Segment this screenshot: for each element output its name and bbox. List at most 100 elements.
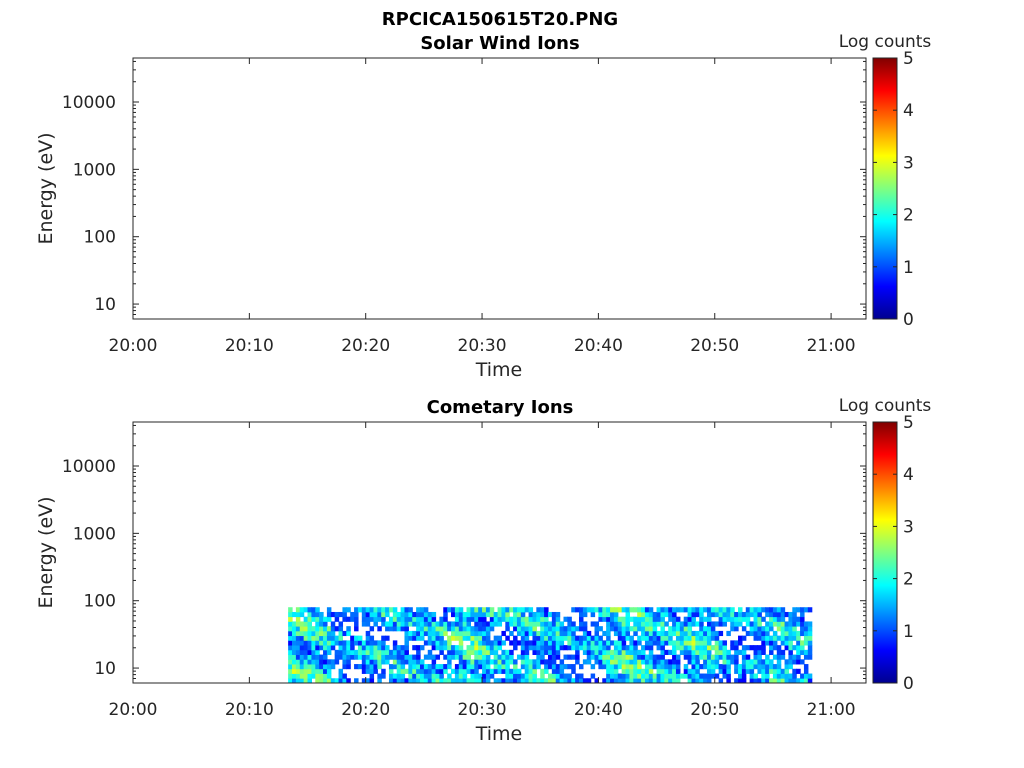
heatmap-cell (761, 668, 766, 674)
heatmap-cell (419, 630, 425, 637)
heatmap-cell (738, 616, 743, 622)
heatmap-cell (598, 635, 603, 641)
heatmap-cell (458, 668, 464, 674)
heatmap-cell (540, 668, 545, 674)
heatmap-cell (621, 621, 627, 627)
heatmap-cell (695, 645, 700, 651)
heatmap-cell (458, 607, 464, 613)
heatmap-cell (738, 607, 743, 613)
heatmap-cell (524, 630, 530, 637)
heatmap-cell (408, 673, 413, 679)
heatmap-cell (625, 616, 631, 622)
heatmap-cell (598, 640, 603, 646)
heatmap-cell (710, 611, 716, 618)
heatmap-cell (644, 611, 650, 618)
heatmap-cell (435, 645, 440, 651)
heatmap-cell (753, 621, 759, 627)
heatmap-cell (687, 678, 693, 684)
heatmap-cell (462, 611, 468, 618)
heatmap-cell (780, 621, 786, 627)
heatmap-cell (730, 621, 735, 627)
heatmap-cell (691, 645, 696, 651)
heatmap-cell (757, 664, 762, 670)
heatmap-cell (307, 668, 312, 674)
heatmap-cell (675, 630, 681, 637)
heatmap-cell (303, 626, 309, 632)
heatmap-cell (485, 621, 491, 627)
heatmap-cell (637, 616, 642, 622)
heatmap-cell (594, 626, 599, 632)
heatmap-cell (474, 649, 479, 655)
heatmap-cell (516, 626, 522, 632)
heatmap-cell (470, 649, 475, 655)
heatmap-cell (381, 649, 386, 655)
heatmap-cell (621, 659, 627, 665)
y-tick-label: 10 (94, 659, 116, 679)
heatmap-cell (447, 654, 452, 660)
heatmap-cell (307, 654, 312, 660)
heatmap-cell (582, 678, 588, 684)
heatmap-cell (400, 626, 406, 632)
heatmap-cell (493, 664, 499, 670)
heatmap-cell (377, 678, 382, 684)
heatmap-cell (427, 616, 433, 622)
heatmap-cell (718, 611, 724, 618)
heatmap-cell (641, 621, 646, 627)
heatmap-cell (555, 673, 561, 679)
heatmap-cell (540, 626, 545, 632)
heatmap-cell (458, 654, 464, 660)
heatmap-cell (528, 668, 534, 674)
heatmap-cell (637, 607, 642, 613)
heatmap-cell (412, 621, 417, 627)
heatmap-cell (474, 621, 479, 627)
heatmap-cell (404, 635, 409, 641)
heatmap-cell (357, 607, 363, 613)
heatmap-cell (641, 630, 646, 637)
heatmap-cell (338, 630, 344, 637)
heatmap-cell (292, 654, 297, 660)
heatmap-cell (644, 616, 650, 622)
heatmap-cell (311, 616, 316, 622)
x-tick-label: 20:30 (458, 336, 507, 356)
heatmap-cell (505, 673, 510, 679)
heatmap-cell (462, 659, 468, 665)
heatmap-cell (303, 635, 309, 641)
heatmap-cell (761, 616, 766, 622)
heatmap-cell (466, 649, 472, 655)
heatmap-cell (664, 611, 669, 618)
heatmap-cell (586, 678, 592, 684)
heatmap-cell (803, 607, 809, 613)
heatmap-cell (761, 678, 766, 684)
heatmap-cell (741, 654, 747, 660)
heatmap-cell (602, 630, 607, 637)
heatmap-cell (493, 621, 499, 627)
heatmap-cell (776, 668, 782, 674)
heatmap-cell (683, 607, 689, 613)
heatmap-cell (478, 649, 483, 655)
heatmap-cell (757, 607, 762, 613)
heatmap-cell (582, 630, 588, 637)
heatmap-cell (772, 630, 778, 637)
heatmap-cell (338, 654, 344, 660)
heatmap-cell (427, 611, 433, 618)
heatmap-cell (613, 659, 619, 665)
heatmap-cell (803, 664, 809, 670)
heatmap-cell (606, 635, 611, 641)
heatmap-cell (443, 607, 448, 613)
heatmap-cell (629, 626, 634, 632)
heatmap-cell (357, 654, 363, 660)
heatmap-cell (617, 607, 623, 613)
heatmap-cell (377, 626, 382, 632)
heatmap-cell (745, 611, 751, 618)
heatmap-cell (547, 673, 553, 679)
heatmap-cell (683, 616, 689, 622)
heatmap-cell (330, 621, 336, 627)
heatmap-cell (594, 659, 599, 665)
heatmap-cell (338, 678, 344, 684)
heatmap-cell (579, 635, 584, 641)
heatmap-cell (582, 645, 588, 651)
heatmap-cell (617, 630, 623, 637)
heatmap-cell (365, 607, 371, 613)
heatmap-cell (544, 668, 549, 674)
heatmap-cell (419, 607, 425, 613)
